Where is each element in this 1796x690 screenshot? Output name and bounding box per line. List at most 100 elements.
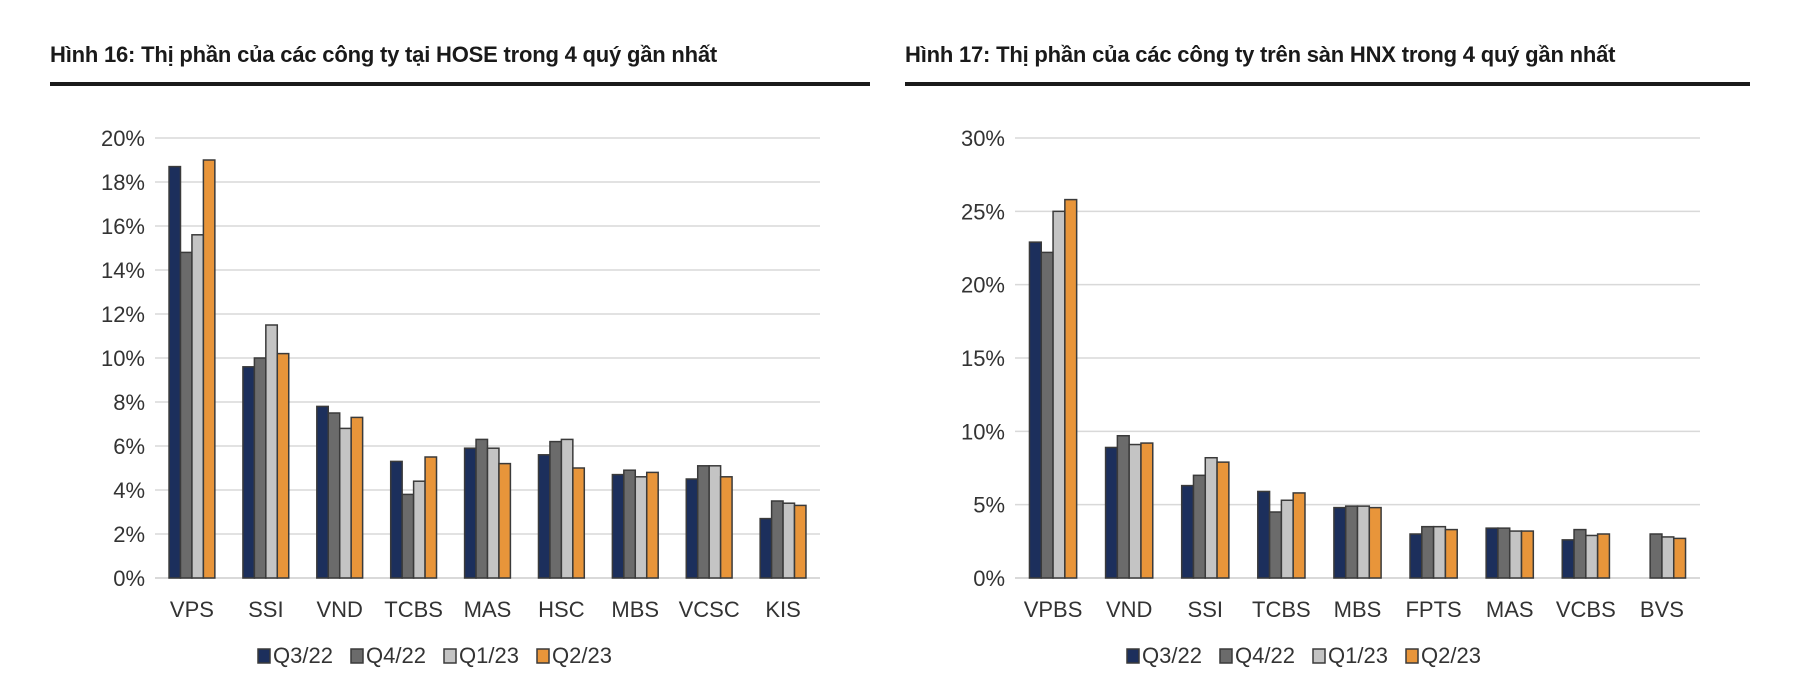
bar-vnd-q1-23 xyxy=(338,427,352,579)
x-category-label: MAS xyxy=(1486,597,1534,622)
bar-vps-q3-22 xyxy=(168,165,182,579)
x-category-label: MAS xyxy=(464,597,512,622)
bar-vnd-q4-22 xyxy=(327,412,341,579)
bar-tcbs-q1-23 xyxy=(1280,499,1294,579)
figure-17-title-rule xyxy=(905,82,1750,86)
bar-vcbs-q1-23 xyxy=(1585,534,1599,579)
figure-16-title-rule xyxy=(50,82,870,86)
legend-swatch-q3-22 xyxy=(257,648,271,664)
x-category-label: HSC xyxy=(538,597,585,622)
bar-vnd-q2-23 xyxy=(350,416,364,579)
bar-mas-q3-22 xyxy=(463,447,477,579)
legend-swatch-q1-23 xyxy=(1312,648,1326,664)
bar-vcsc-q2-23 xyxy=(719,476,733,579)
y-tick-label: 30% xyxy=(961,126,1005,151)
x-category-label: VPS xyxy=(170,597,214,622)
x-category-label: SSI xyxy=(1188,597,1223,622)
figure-17-chart: 0% 5% 10% 15% 20% 25% 30% VPBS VND SSI TCBS MBS FPTS… xyxy=(961,126,1700,668)
x-category-label: VND xyxy=(316,597,362,622)
y-tick-label: 15% xyxy=(961,346,1005,371)
legend-swatch-q2-23 xyxy=(1405,648,1419,664)
bar-mbs-q4-22 xyxy=(1344,505,1359,579)
figure-16-chart: 0% 2% 4% 6% 8% 10% 12% 14% 16% 18% 20% VPS SSI VND TCB… xyxy=(101,126,820,668)
x-category-label: VND xyxy=(1106,597,1152,622)
bar-tcbs-q4-22 xyxy=(1268,511,1283,579)
bar-bvs-q1-23 xyxy=(1661,536,1675,579)
figure-17-panel: Hình 17: Thị phần của các công ty trên s… xyxy=(905,0,1750,690)
bar-vps-q1-23 xyxy=(191,234,205,579)
bar-vps-q2-23 xyxy=(202,159,216,579)
legend-label-q2-23: Q2/23 xyxy=(1421,643,1481,668)
x-category-label: TCBS xyxy=(384,597,443,622)
bar-vnd-q4-22 xyxy=(1116,434,1130,579)
y-tick-label: 0% xyxy=(973,566,1005,591)
x-category-label: BVS xyxy=(1640,597,1684,622)
bar-mas-q1-23 xyxy=(486,447,500,579)
bar-tcbs-q1-23 xyxy=(412,480,426,579)
legend-label-q4-22: Q4/22 xyxy=(366,643,426,668)
bar-vnd-q3-22 xyxy=(1104,446,1119,579)
bar-vcbs-q3-22 xyxy=(1561,539,1575,579)
bar-tcbs-q3-22 xyxy=(1257,490,1271,579)
bar-ssi-q4-22 xyxy=(253,357,267,579)
bar-tcbs-q2-23 xyxy=(424,456,438,579)
y-tick-label: 16% xyxy=(101,214,145,239)
bar-vnd-q3-22 xyxy=(316,405,330,579)
bar-ssi-q1-23 xyxy=(1204,456,1218,579)
bar-vcsc-q3-22 xyxy=(685,478,699,579)
bar-hsc-q4-22 xyxy=(549,440,563,579)
bar-vpbs-q2-23 xyxy=(1064,198,1078,579)
bar-mas-q4-22 xyxy=(475,438,489,579)
bar-fpts-q2-23 xyxy=(1444,528,1458,579)
y-tick-label: 25% xyxy=(961,199,1005,224)
x-category-label: VCSC xyxy=(679,597,740,622)
y-tick-label: 8% xyxy=(113,390,145,415)
legend-label-q4-22: Q4/22 xyxy=(1235,643,1295,668)
x-category-label: SSI xyxy=(248,597,283,622)
legend-swatch-q4-22 xyxy=(1219,648,1233,664)
bar-vpbs-q3-22 xyxy=(1028,241,1043,579)
bar-mbs-q1-23 xyxy=(634,476,648,579)
y-tick-label: 10% xyxy=(101,346,145,371)
bar-mas-q2-23 xyxy=(1520,530,1535,579)
bar-kis-q3-22 xyxy=(759,517,773,579)
bar-hsc-q3-22 xyxy=(537,454,551,579)
bar-mas-q1-23 xyxy=(1508,530,1523,579)
bar-ssi-q3-22 xyxy=(1180,484,1195,579)
y-tick-label: 14% xyxy=(101,258,145,283)
figure-16-title: Hình 16: Thị phần của các công ty tại HO… xyxy=(50,42,718,67)
y-tick-label: 2% xyxy=(113,522,145,547)
bar-kis-q4-22 xyxy=(770,500,784,579)
y-tick-label: 5% xyxy=(973,493,1005,518)
bar-tcbs-q3-22 xyxy=(389,460,403,579)
bar-bvs-q2-23 xyxy=(1672,537,1687,579)
bar-hsc-q2-23 xyxy=(572,467,586,579)
legend-label-q3-22: Q3/22 xyxy=(1142,643,1202,668)
y-tick-label: 10% xyxy=(961,419,1005,444)
bar-vpbs-q1-23 xyxy=(1052,210,1066,579)
bar-mas-q4-22 xyxy=(1497,527,1511,579)
legend-swatch-q1-23 xyxy=(443,648,457,664)
bar-ssi-q1-23 xyxy=(265,324,279,579)
x-category-label: VPBS xyxy=(1024,597,1083,622)
bar-mbs-q2-23 xyxy=(1368,506,1382,579)
legend-label-q1-23: Q1/23 xyxy=(1328,643,1388,668)
bar-fpts-q3-22 xyxy=(1409,533,1423,579)
bar-vnd-q1-23 xyxy=(1128,443,1142,579)
bar-ssi-q4-22 xyxy=(1192,474,1207,579)
bar-vcbs-q2-23 xyxy=(1596,533,1611,579)
bar-bvs-q4-22 xyxy=(1649,533,1663,579)
bar-hsc-q1-23 xyxy=(560,438,574,579)
x-category-label: TCBS xyxy=(1252,597,1311,622)
y-tick-label: 20% xyxy=(101,126,145,151)
bar-ssi-q2-23 xyxy=(276,352,290,579)
x-category-label: KIS xyxy=(765,597,800,622)
legend-label-q3-22: Q3/22 xyxy=(273,643,333,668)
bar-tcbs-q2-23 xyxy=(1292,492,1306,579)
bar-vcsc-q1-23 xyxy=(708,465,722,579)
bar-fpts-q4-22 xyxy=(1421,525,1435,579)
x-category-label: VCBS xyxy=(1556,597,1616,622)
bar-mbs-q4-22 xyxy=(623,469,637,579)
legend-label-q1-23: Q1/23 xyxy=(459,643,519,668)
bar-kis-q1-23 xyxy=(782,502,796,579)
